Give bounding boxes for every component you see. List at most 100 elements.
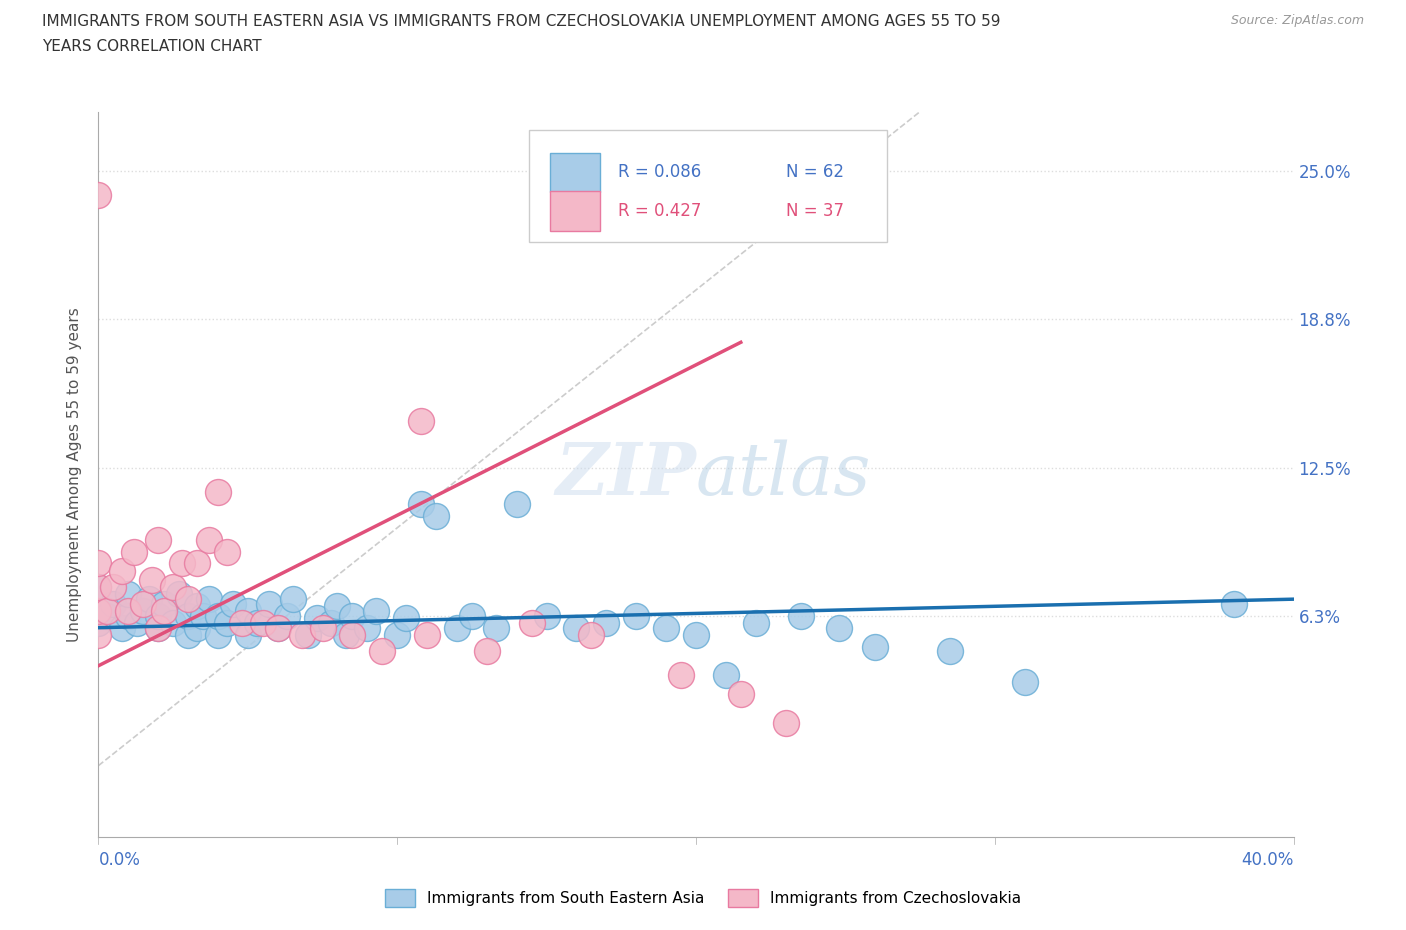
Point [395,611,418,626]
Point [506,497,529,512]
Text: N = 62: N = 62 [786,164,844,181]
Point [215,616,238,631]
Point [581,628,603,643]
Point [87,616,110,631]
Point [1223,596,1246,611]
Point [231,616,253,631]
Point [789,608,811,623]
Point [162,616,184,631]
Point [366,604,388,618]
Point [191,608,214,623]
Point [138,591,160,606]
Text: R = 0.086: R = 0.086 [619,164,702,181]
Point [207,628,229,643]
Point [865,639,887,654]
Point [148,608,170,623]
Point [775,715,797,730]
Point [177,591,200,606]
Point [96,604,118,618]
Point [215,544,238,559]
Point [520,616,543,631]
Point [186,556,208,571]
Point [207,608,229,623]
Point [87,579,110,594]
Point [117,608,139,623]
Point [446,620,468,635]
Text: Source: ZipAtlas.com: Source: ZipAtlas.com [1230,14,1364,27]
Point [162,579,184,594]
Point [87,604,110,618]
Point [745,616,768,631]
Point [267,620,290,635]
Point [326,599,349,614]
Point [132,596,155,611]
Point [117,604,139,618]
Point [153,596,176,611]
Point [148,620,170,635]
Bar [550,191,600,231]
Point [246,616,269,631]
Point [371,644,394,659]
Point [222,596,245,611]
Point [321,616,343,631]
Point [297,628,319,643]
Bar [529,130,887,242]
Point [141,573,163,588]
Text: 40.0%: 40.0% [1241,851,1294,869]
Point [236,604,259,618]
Point [385,628,409,643]
Point [87,188,110,203]
Point [342,628,364,643]
Point [236,628,259,643]
Point [172,556,194,571]
Point [626,608,648,623]
Point [714,668,737,683]
Point [291,628,314,643]
Point [111,620,134,635]
Point [177,628,200,643]
Point [305,611,328,626]
Point [96,608,118,623]
Point [411,413,433,428]
Point [186,620,208,635]
Point [87,628,110,643]
Point [124,544,146,559]
Point [148,620,170,635]
Text: IMMIGRANTS FROM SOUTH EASTERN ASIA VS IMMIGRANTS FROM CZECHOSLOVAKIA UNEMPLOYMEN: IMMIGRANTS FROM SOUTH EASTERN ASIA VS IM… [42,14,1001,29]
Point [111,564,134,578]
Point [939,644,962,659]
Point [87,556,110,571]
Text: 0.0%: 0.0% [98,851,141,869]
Point [127,616,149,631]
Point [257,596,280,611]
Point [536,608,558,623]
Point [685,628,707,643]
Bar [550,153,600,193]
Point [411,497,433,512]
Point [485,620,508,635]
Point [103,596,125,611]
Point [198,591,221,606]
Y-axis label: Unemployment Among Ages 55 to 59 years: Unemployment Among Ages 55 to 59 years [67,307,83,642]
Point [475,644,498,659]
Text: N = 37: N = 37 [786,202,844,219]
Point [167,587,190,602]
Point [356,620,378,635]
Point [252,616,274,631]
Text: ZIP: ZIP [555,439,696,510]
Point [87,579,110,594]
Point [276,608,298,623]
Point [342,608,364,623]
Point [132,604,155,618]
Point [828,620,851,635]
Point [186,599,208,614]
Point [461,608,484,623]
Point [655,620,678,635]
Point [267,620,290,635]
Point [281,591,304,606]
Point [148,532,170,547]
Point [103,579,125,594]
Point [153,604,176,618]
Point [311,620,333,635]
Text: YEARS CORRELATION CHART: YEARS CORRELATION CHART [42,39,262,54]
